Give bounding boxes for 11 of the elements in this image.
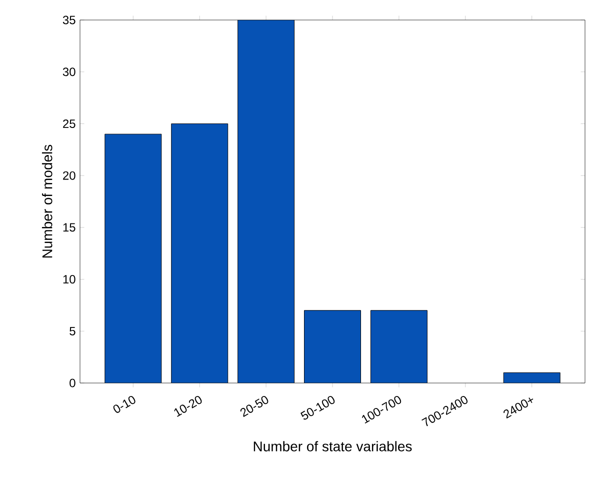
y-tick-label: 30	[62, 68, 76, 76]
y-axis-title: Number of models	[42, 144, 52, 258]
y-tick-label: 25	[63, 119, 76, 128]
x-axis-title: Number of state variables	[254, 441, 412, 452]
y-tick-label: 20	[63, 171, 76, 180]
y-tick-label: 5	[70, 326, 76, 336]
y-tick-label: 15	[63, 223, 76, 232]
y-tick-label: 35	[62, 16, 76, 24]
y-tick-label: 10	[63, 275, 76, 284]
y-tick-label: 0	[70, 378, 76, 388]
x-tick-label: 0-10	[113, 396, 136, 413]
